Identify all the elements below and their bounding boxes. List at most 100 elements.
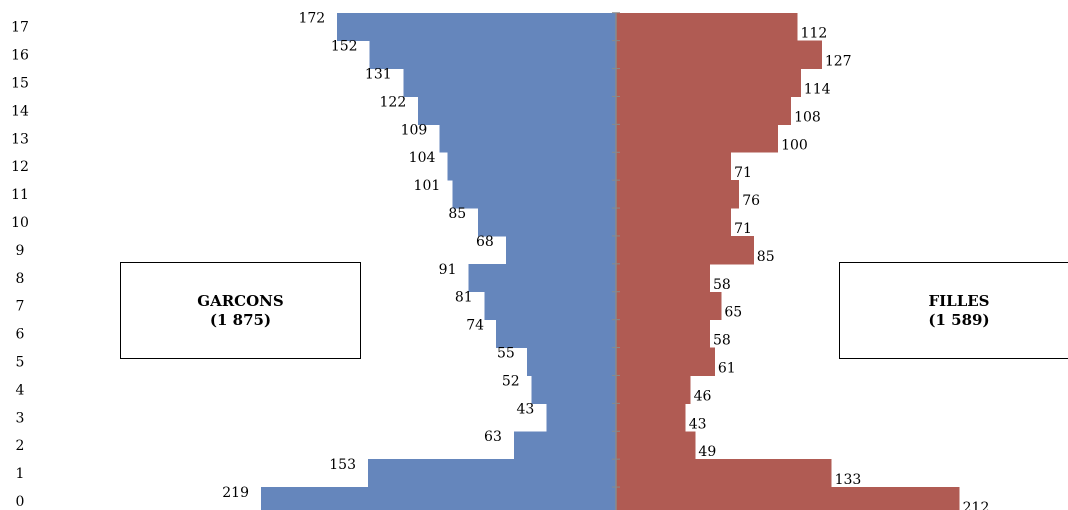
boys-value-label-age-3: 43 [516, 401, 534, 417]
boys-bar-age-6 [496, 319, 616, 348]
boys-value-label-age-14: 122 [380, 94, 407, 110]
girls-value-label-age-12: 71 [734, 165, 752, 181]
girls-value-label-age-15: 114 [804, 82, 831, 98]
boys-bar-age-9 [505, 235, 616, 265]
boys-bar-age-13 [439, 124, 616, 153]
boys-bar-age-16 [369, 40, 616, 69]
boys-value-label-age-6: 74 [466, 318, 484, 334]
age-label-9: 9 [16, 243, 25, 259]
girls-bar-age-6 [616, 319, 711, 348]
girls-value-label-age-2: 49 [698, 444, 716, 460]
age-label-14: 14 [11, 103, 29, 119]
boys-value-label-age-0: 219 [222, 485, 249, 501]
girls-bar-age-5 [616, 347, 715, 376]
girls-bar-age-3 [616, 403, 686, 432]
age-label-3: 3 [16, 410, 25, 426]
age-label-15: 15 [11, 76, 29, 92]
boys-value-label-age-5: 55 [497, 346, 515, 362]
boys-bar-age-7 [484, 291, 616, 321]
girls-value-label-age-13: 100 [781, 137, 808, 153]
girls-bar-age-4 [616, 375, 691, 404]
boys-legend-total: (1 875) [209, 310, 272, 329]
girls-value-label-age-9: 85 [757, 249, 775, 265]
boys-bar-age-17 [337, 12, 616, 42]
center-axis-ticks [612, 12, 620, 510]
girls-value-label-age-0: 212 [963, 500, 990, 510]
age-label-11: 11 [11, 187, 29, 203]
girls-value-label-age-1: 133 [835, 472, 862, 488]
age-label-4: 4 [16, 382, 25, 398]
boys-value-label-age-15: 131 [365, 67, 392, 83]
boys-legend-box: GARCONS (1 875) [120, 262, 361, 359]
girls-value-label-age-10: 71 [734, 221, 752, 237]
girls-value-label-age-6: 58 [713, 333, 731, 349]
boys-value-label-age-12: 104 [409, 150, 436, 166]
boys-bar-age-1 [367, 459, 616, 488]
age-label-0: 0 [16, 494, 25, 510]
girls-legend-box: FILLES (1 589) [839, 262, 1068, 359]
girls-value-label-age-4: 46 [694, 388, 712, 404]
boys-value-label-age-2: 63 [484, 429, 502, 445]
boys-value-labels: 219 153 63 43 52 55 74 81 91 68 85 101 104 109 122 131 1… [222, 11, 534, 501]
age-label-12: 12 [11, 159, 29, 175]
girls-value-labels: 212 133 49 43 46 61 58 65 58 85 71 76 71 100 108 114 127… [689, 26, 990, 510]
boys-bar-age-5 [526, 347, 616, 376]
girls-value-label-age-16: 127 [825, 54, 852, 70]
girls-legend-label: FILLES [928, 291, 990, 310]
girls-bar-age-14 [616, 96, 792, 125]
boys-value-label-age-13: 109 [401, 122, 428, 138]
boys-value-label-age-11: 101 [414, 178, 441, 194]
boys-bar-age-3 [546, 403, 616, 432]
girls-bar-age-2 [616, 431, 696, 460]
girls-bar-age-16 [616, 40, 822, 69]
boys-bar-age-11 [452, 180, 616, 209]
age-label-6: 6 [16, 327, 25, 343]
boys-bars [261, 12, 616, 510]
age-label-13: 13 [11, 131, 29, 147]
girls-bar-age-8 [616, 263, 711, 293]
boys-bar-age-0 [261, 487, 616, 510]
girls-bar-age-1 [616, 459, 832, 488]
age-label-10: 10 [11, 215, 29, 231]
boys-value-label-age-4: 52 [502, 373, 520, 389]
girls-bar-age-17 [616, 12, 798, 42]
girls-value-label-age-5: 61 [718, 361, 736, 377]
girls-bar-age-0 [616, 487, 960, 510]
girls-bar-age-9 [616, 235, 754, 265]
girls-bar-age-10 [616, 208, 732, 237]
boys-value-label-age-17: 172 [298, 11, 325, 27]
boys-value-label-age-7: 81 [455, 290, 473, 306]
girls-value-label-age-14: 108 [794, 109, 821, 125]
boys-bar-age-2 [513, 431, 616, 460]
age-label-7: 7 [16, 299, 25, 315]
girls-bar-age-12 [616, 152, 732, 181]
boys-bar-age-15 [403, 68, 616, 97]
age-label-1: 1 [16, 466, 25, 482]
age-label-2: 2 [16, 438, 25, 454]
age-label-5: 5 [16, 355, 25, 371]
age-label-8: 8 [16, 271, 25, 287]
girls-value-label-age-17: 112 [801, 26, 828, 42]
girls-legend-total: (1 589) [928, 310, 990, 329]
boys-value-label-age-9: 68 [476, 234, 494, 250]
girls-bar-age-7 [616, 291, 722, 321]
girls-value-label-age-7: 65 [724, 305, 742, 321]
girls-value-label-age-11: 76 [742, 193, 760, 209]
girls-value-label-age-8: 58 [713, 277, 731, 293]
girls-bar-age-13 [616, 124, 779, 153]
boys-value-label-age-10: 85 [448, 206, 466, 222]
boys-value-label-age-8: 91 [439, 262, 457, 278]
boys-bar-age-12 [447, 152, 616, 181]
boys-value-label-age-16: 152 [331, 39, 358, 55]
girls-bars [616, 12, 960, 510]
boys-bar-age-14 [418, 96, 616, 125]
age-label-17: 17 [11, 20, 29, 36]
boys-bar-age-10 [478, 208, 616, 237]
age-label-16: 16 [11, 48, 29, 64]
girls-value-label-age-3: 43 [689, 416, 707, 432]
girls-bar-age-15 [616, 68, 801, 97]
boys-legend-label: GARCONS [197, 291, 284, 310]
boys-bar-age-4 [531, 375, 616, 404]
boys-value-label-age-1: 153 [329, 457, 356, 473]
